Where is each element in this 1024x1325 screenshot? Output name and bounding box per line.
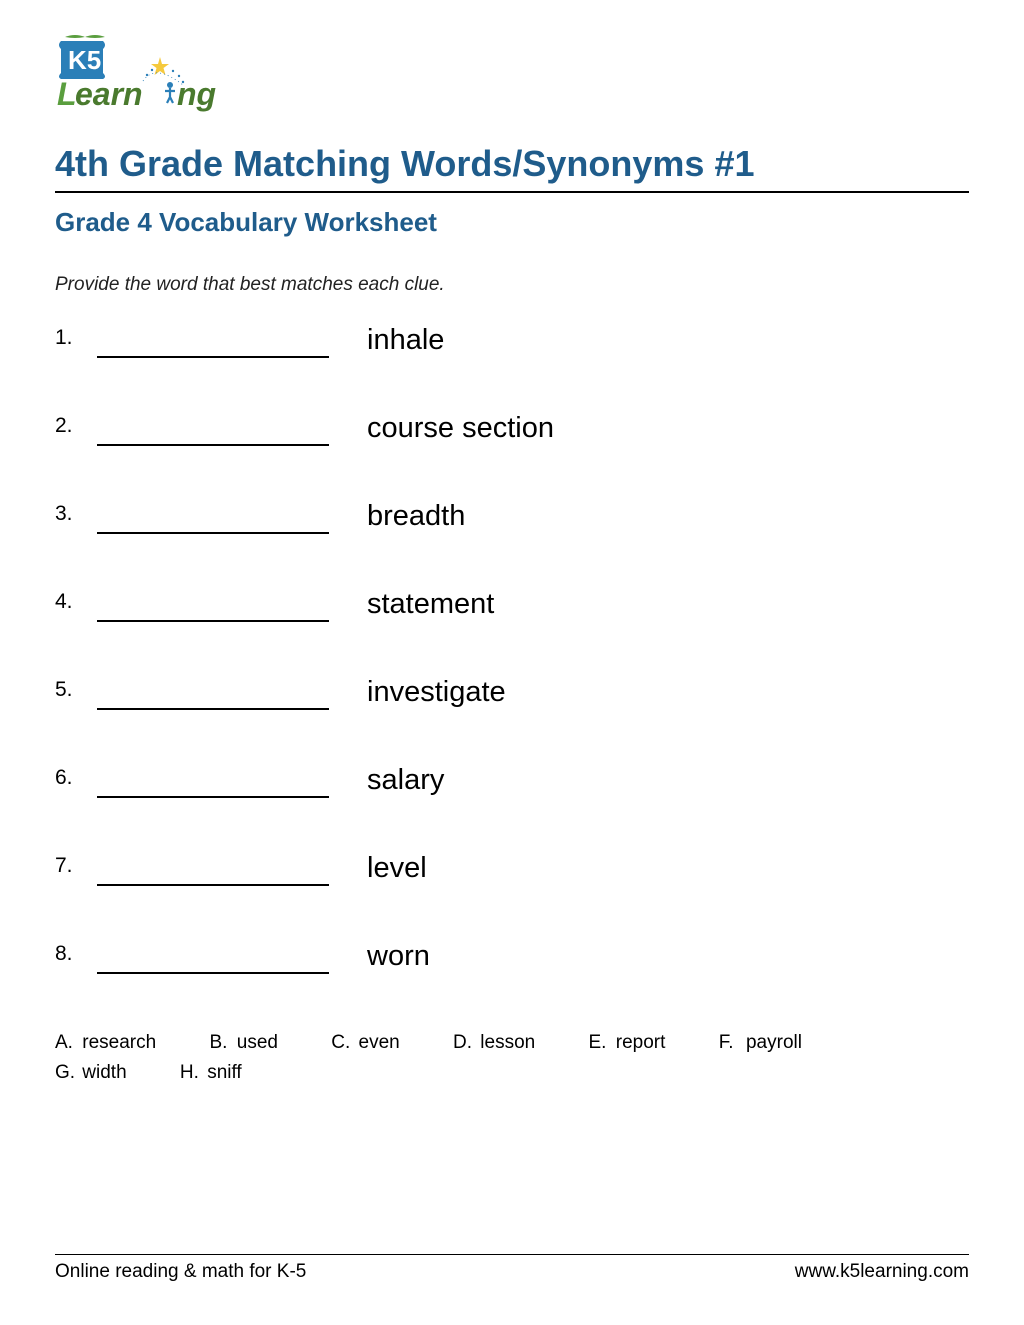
answer-option: C. even <box>331 1028 399 1058</box>
answer-option: H. sniff <box>180 1058 242 1088</box>
answer-blank[interactable] <box>97 852 329 886</box>
question-row: 1. inhale <box>55 324 969 358</box>
question-row: 4. statement <box>55 588 969 622</box>
question-clue: course section <box>367 412 554 445</box>
svg-text:earn: earn <box>75 76 143 112</box>
page-title: 4th Grade Matching Words/Synonyms #1 <box>55 143 969 185</box>
answer-blank[interactable] <box>97 412 329 446</box>
question-clue: breadth <box>367 500 465 533</box>
question-number: 3. <box>55 500 97 526</box>
svg-text:L: L <box>57 76 77 112</box>
answer-option: G. width <box>55 1058 127 1088</box>
answer-option: E. report <box>589 1028 666 1058</box>
question-number: 2. <box>55 412 97 438</box>
question-number: 7. <box>55 852 97 878</box>
answer-option: B. used <box>209 1028 277 1058</box>
question-number: 8. <box>55 940 97 966</box>
answer-blank[interactable] <box>97 764 329 798</box>
question-clue: inhale <box>367 324 444 357</box>
answer-option: A. research <box>55 1028 156 1058</box>
footer-right-text: www.k5learning.com <box>795 1261 969 1283</box>
instructions-text: Provide the word that best matches each … <box>55 274 969 296</box>
answer-blank[interactable] <box>97 324 329 358</box>
footer-divider <box>55 1254 969 1255</box>
question-row: 3. breadth <box>55 500 969 534</box>
question-row: 8. worn <box>55 940 969 974</box>
question-row: 6. salary <box>55 764 969 798</box>
answer-blank[interactable] <box>97 588 329 622</box>
questions-list: 1. inhale 2. course section 3. breadth 4… <box>55 324 969 974</box>
answer-option: D. lesson <box>453 1028 535 1058</box>
question-number: 1. <box>55 324 97 350</box>
answer-blank[interactable] <box>97 940 329 974</box>
svg-text:K5: K5 <box>68 45 101 75</box>
question-number: 5. <box>55 676 97 702</box>
question-number: 4. <box>55 588 97 614</box>
footer: Online reading & math for K-5 www.k5lear… <box>55 1254 969 1283</box>
question-number: 6. <box>55 764 97 790</box>
question-clue: level <box>367 852 427 885</box>
question-clue: statement <box>367 588 494 621</box>
question-row: 5. investigate <box>55 676 969 710</box>
footer-left-text: Online reading & math for K-5 <box>55 1261 306 1283</box>
question-row: 2. course section <box>55 412 969 446</box>
logo: K5 L earn ng <box>55 35 969 113</box>
question-clue: investigate <box>367 676 506 709</box>
question-clue: worn <box>367 940 430 973</box>
title-divider <box>55 191 969 193</box>
page-subtitle: Grade 4 Vocabulary Worksheet <box>55 207 969 238</box>
answer-blank[interactable] <box>97 676 329 710</box>
answer-option: F. payroll <box>719 1028 802 1058</box>
answer-blank[interactable] <box>97 500 329 534</box>
question-row: 7. level <box>55 852 969 886</box>
question-clue: salary <box>367 764 444 797</box>
answer-bank: A. research B. used C. even D. lesson E.… <box>55 1028 969 1089</box>
